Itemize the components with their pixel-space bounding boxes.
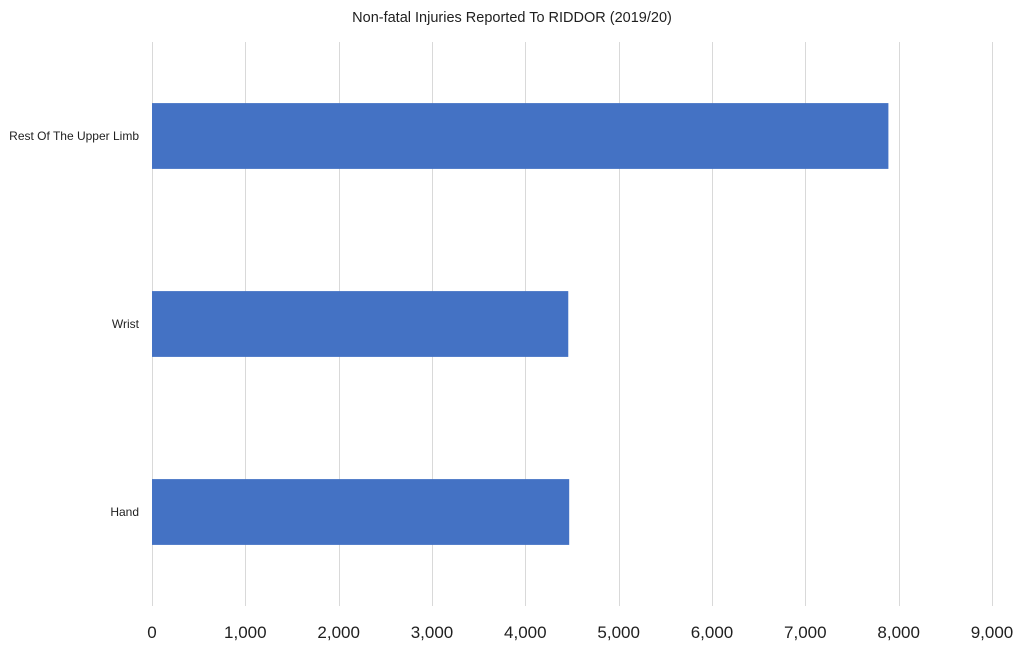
category-label: Wrist [112, 317, 140, 331]
category-label: Rest Of The Upper Limb [9, 129, 139, 143]
chart-title: Non-fatal Injuries Reported To RIDDOR (2… [352, 10, 672, 26]
x-tick-label: 0 [147, 623, 156, 642]
x-tick-label: 1,000 [224, 623, 267, 642]
x-tick-label: 3,000 [411, 623, 454, 642]
x-tick-label: 7,000 [784, 623, 827, 642]
bar [152, 103, 889, 169]
x-tick-label: 9,000 [971, 623, 1014, 642]
bar [152, 479, 570, 545]
x-tick-label: 4,000 [504, 623, 547, 642]
x-tick-label: 8,000 [877, 623, 920, 642]
category-label: Hand [110, 505, 139, 519]
category-labels: Rest Of The Upper Limb Wrist Hand [9, 129, 140, 519]
bars [152, 103, 889, 545]
x-axis-tick-labels: 0 1,000 2,000 3,000 4,000 5,000 6,000 7,000 8,00… [147, 623, 1013, 642]
x-tick-label: 5,000 [597, 623, 640, 642]
bar [152, 291, 569, 357]
x-tick-label: 2,000 [317, 623, 360, 642]
x-tick-label: 6,000 [691, 623, 734, 642]
